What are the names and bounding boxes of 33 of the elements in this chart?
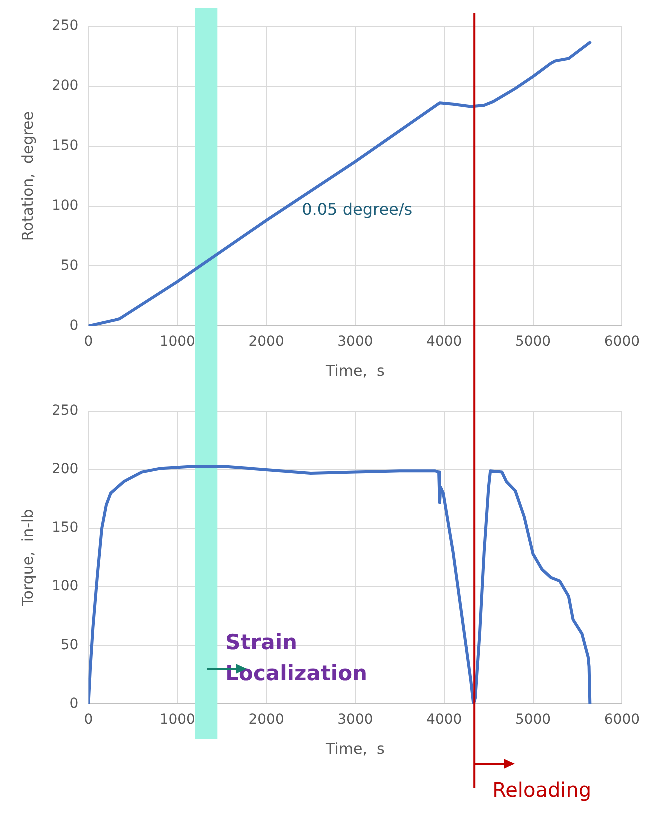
y-axis-title: Torque, in-lb — [18, 509, 37, 608]
band-label: Strain Localization — [226, 630, 368, 686]
x-tick-label: 6000 — [604, 712, 640, 728]
x-tick-label: 4000 — [426, 334, 462, 350]
y-tick-label: 50 — [60, 637, 79, 654]
x-tick-label: 2000 — [248, 334, 284, 350]
x-tick-label: 5000 — [515, 334, 552, 350]
x-axis-title: Time, s — [325, 740, 386, 758]
x-axis-title: Time, s — [325, 362, 386, 380]
y-tick-label: 100 — [52, 578, 79, 595]
x-tick-label: 3000 — [338, 334, 374, 350]
y-tick-label: 150 — [52, 138, 79, 154]
x-tick-label: 4000 — [426, 712, 462, 728]
x-tick-label: 3000 — [338, 712, 374, 728]
y-axis-title: Rotation, degree — [18, 111, 37, 242]
y-tick-label: 100 — [52, 198, 79, 214]
x-tick-label: 2000 — [248, 712, 284, 728]
y-tick-label: 250 — [52, 403, 79, 420]
x-tick-label: 1000 — [160, 334, 196, 350]
y-tick-label: 150 — [52, 520, 79, 536]
x-tick-label: 1000 — [160, 712, 196, 728]
y-tick-label: 200 — [52, 462, 79, 478]
x-tick-label: 0 — [84, 334, 94, 350]
x-tick-label: 5000 — [515, 712, 552, 728]
y-tick-label: 250 — [52, 18, 79, 34]
ref-line-label: Reloading — [492, 778, 592, 802]
x-tick-label: 0 — [84, 712, 94, 728]
y-tick-label: 200 — [52, 78, 79, 94]
y-tick-label: 50 — [60, 258, 79, 274]
y-tick-label: 0 — [70, 318, 79, 334]
x-tick-label: 6000 — [604, 334, 640, 350]
annotation: 0.05 degree/s — [302, 200, 413, 220]
y-tick-label: 0 — [70, 696, 79, 712]
